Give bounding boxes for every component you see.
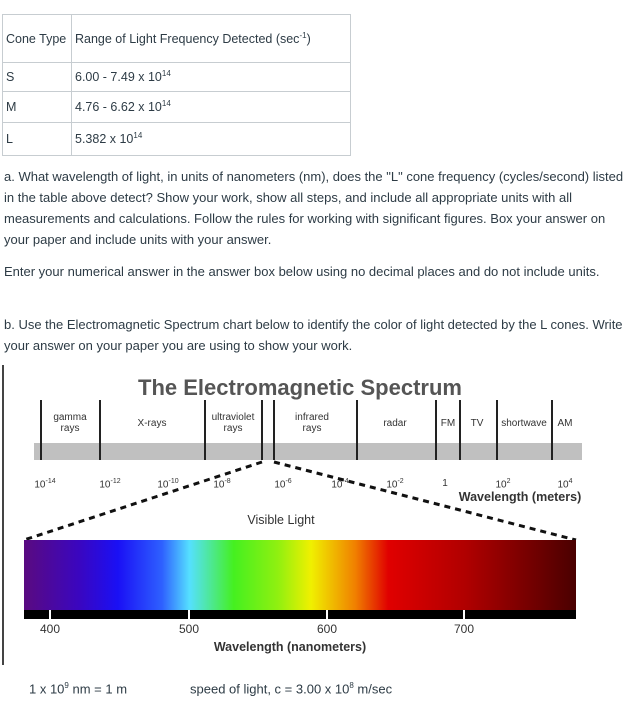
band-shortwave: shortwave [501,418,547,429]
speed-of-light-note: speed of light, c = 3.00 x 108 m/sec [190,681,393,697]
exp-label: 10-2 [386,478,404,491]
exp-label: 10-14 [34,478,56,491]
nm-scale-strip [24,610,576,619]
figure-title: The Electromagnetic Spectrum [138,375,462,400]
nm-tick: 400 [39,622,61,636]
cone-table: Cone Type Range of Light Frequency Detect… [2,14,351,156]
em-band [34,443,582,460]
exp-label: 10-8 [213,478,231,491]
exp-label: 102 [495,478,511,491]
exp-label: 10-6 [274,478,292,491]
cone-type: L [2,122,72,156]
nm-tick: 500 [178,622,200,636]
visible-light-label: Visible Light [247,513,315,527]
question-a: a. What wavelength of light, in units of… [4,169,624,247]
nm-label: Wavelength (nanometers) [213,640,367,654]
em-spectrum-figure: The Electromagnetic Spectrum gamma rays … [0,360,637,670]
exp-label: 10-12 [99,478,121,491]
visible-spectrum-bar [24,540,576,610]
nm-tick: 600 [316,622,338,636]
band-am: AM [557,418,573,429]
band-radar: radar [383,418,407,429]
exp-label: 104 [557,478,573,491]
frequency: 4.76 - 6.62 x 1014 [71,91,351,123]
band-ultraviolet: ultraviolet rays [211,412,255,434]
band-xrays: X-rays [137,418,167,429]
band-gamma: gamma rays [53,412,87,434]
table-row: M 4.76 - 6.62 x 1014 [2,91,351,123]
band-fm: FM [440,418,456,429]
band-infrared: infrared rays [295,412,329,434]
conversion-note: 1 x 109 nm = 1 m [29,681,128,697]
frequency: 5.382 x 1014 [71,122,351,156]
exp-label: 10-4 [331,478,349,491]
cone-type: S [2,62,72,92]
figure-border [2,365,4,665]
nm-tick: 700 [453,622,475,636]
table-row: S 6.00 - 7.49 x 1014 [2,62,351,92]
exp-label: 1 [442,478,448,489]
frequency: 6.00 - 7.49 x 1014 [71,62,351,92]
spectrum-graphics [23,400,582,619]
header-cone-type: Cone Type [2,14,72,63]
cone-type: M [2,91,72,123]
header-range: Range of Light Frequency Detected (sec-1… [71,14,351,63]
instructions: Enter your numerical answer in the answe… [4,264,600,279]
exp-label: 10-10 [157,478,179,491]
table-row: L 5.382 x 1014 [2,122,351,156]
band-tv: TV [470,418,484,429]
meters-label: Wavelength (meters) [458,490,582,504]
question-b: b. Use the Electromagnetic Spectrum char… [4,317,623,353]
